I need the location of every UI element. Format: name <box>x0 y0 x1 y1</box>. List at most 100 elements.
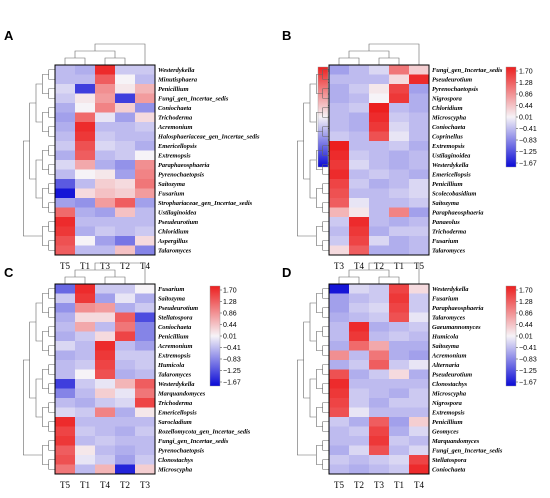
heatmap-cell <box>349 122 370 132</box>
heatmap-cell <box>115 284 136 294</box>
heatmap-cell <box>329 398 350 408</box>
heatmap-cell <box>369 112 390 123</box>
row-label: Extremopsis <box>431 143 465 150</box>
heatmap-cell <box>55 65 76 75</box>
heatmap-cell <box>349 188 370 199</box>
heatmap-cell <box>349 360 370 370</box>
heatmap-cell <box>55 131 76 142</box>
heatmap-cell <box>115 303 136 313</box>
heatmap-cell <box>369 350 390 361</box>
column-dendrogram-branch <box>338 276 360 284</box>
heatmap-cell <box>389 293 410 304</box>
row-dendrogram-branch <box>322 145 329 156</box>
color-scale-bar <box>505 66 517 168</box>
heatmap-cell <box>95 398 116 408</box>
row-dendrogram-branch <box>42 150 49 170</box>
row-dendrogram-branch <box>322 69 329 80</box>
heatmap-cell <box>135 74 156 85</box>
heatmap-cell <box>389 236 410 246</box>
heatmap-cell <box>329 293 350 304</box>
heatmap-cell <box>389 103 410 113</box>
color-scale-label: 0.86 <box>223 310 237 317</box>
heatmap-cell <box>135 331 156 342</box>
heatmap-cell <box>329 455 350 465</box>
heatmap-cell <box>95 150 116 161</box>
row-dendrogram-branch <box>29 102 36 180</box>
heatmap-cell <box>75 293 96 304</box>
heatmap-cell <box>389 245 410 256</box>
heatmap-cell <box>75 407 96 418</box>
heatmap-cell <box>55 350 76 361</box>
heatmap-cell <box>349 436 370 446</box>
row-dendrogram-branch <box>42 407 49 427</box>
row-dendrogram-branch <box>322 240 329 251</box>
heatmap-cell <box>95 312 116 323</box>
heatmap-cell <box>389 74 410 85</box>
row-label: Rozellomycota_gen_Incertae_sedis <box>157 428 251 435</box>
row-dendrogram-branch <box>322 164 329 175</box>
heatmap-cell <box>329 141 350 151</box>
heatmap-panel-D: D Westerdykella Fusarium Paraphaeosphaeria T… <box>282 262 537 490</box>
heatmap-cell <box>115 207 136 218</box>
panel-label: B <box>282 28 291 43</box>
heatmap-cell <box>55 179 76 189</box>
heatmap-cell <box>115 464 136 475</box>
row-label: Clonostachys <box>158 457 194 464</box>
heatmap-cell <box>55 74 76 85</box>
heatmap-cell <box>389 322 410 332</box>
row-label: Penicillium <box>158 86 189 93</box>
heatmap-cell <box>369 303 390 313</box>
heatmap-cell <box>349 112 370 123</box>
heatmap-cell <box>369 369 390 380</box>
row-label: Penicillium <box>432 419 463 426</box>
heatmap-cell <box>75 188 96 199</box>
heatmap-cell <box>349 426 370 437</box>
row-label: Emericellopsis <box>157 143 197 150</box>
heatmap-cell <box>75 379 96 389</box>
row-label: Pyrenochaetopsis <box>158 171 205 178</box>
column-dendrogram-branch <box>94 262 146 284</box>
heatmap-cell <box>389 350 410 361</box>
heatmap-cell <box>115 198 136 208</box>
heatmap-cell <box>55 398 76 408</box>
row-dendrogram-branch <box>303 102 310 180</box>
row-label: Coniochaeta <box>158 324 192 331</box>
row-label: Fusarium <box>432 238 458 245</box>
row-dendrogram-branch <box>48 164 55 175</box>
heatmap-cell <box>135 207 156 218</box>
heatmap-cell <box>55 388 76 399</box>
row-label: Marquandomyces <box>431 438 480 445</box>
heatmap-cell <box>389 112 410 123</box>
row-dendrogram-branch <box>48 88 55 99</box>
heatmap-cell <box>95 303 116 313</box>
heatmap-cell <box>409 74 430 85</box>
heatmap-cell <box>135 360 156 370</box>
color-scale-label: 1.70 <box>519 68 533 75</box>
column-dendrogram-branch <box>104 57 126 65</box>
heatmap-cell <box>369 379 390 389</box>
heatmap-cell <box>75 303 96 313</box>
heatmap-cell <box>409 379 430 389</box>
heatmap-cell <box>389 188 410 199</box>
row-dendrogram-branch <box>303 321 310 399</box>
row-dendrogram-branch <box>23 140 43 237</box>
color-scale-label: 0.01 <box>519 333 533 340</box>
color-scale-label: 1.28 <box>519 80 533 87</box>
row-label: Westerdykella <box>432 162 469 169</box>
heatmap-cell <box>349 464 370 475</box>
heatmap-cell <box>95 103 116 113</box>
heatmap-cell <box>369 207 390 218</box>
heatmap-cell <box>115 103 136 113</box>
row-label: Scolecobasidium <box>432 190 476 197</box>
heatmap-cell <box>349 341 370 351</box>
heatmap-cell <box>369 188 390 199</box>
heatmap-cell <box>409 236 430 246</box>
heatmap-cell <box>135 245 156 256</box>
row-dendrogram-branch <box>48 364 55 375</box>
heatmap-cell <box>329 198 350 208</box>
heatmap-cell <box>329 245 350 256</box>
heatmap-cell <box>55 169 76 180</box>
heatmap-cell <box>349 455 370 465</box>
heatmap-cell <box>95 160 116 170</box>
heatmap-cell <box>95 436 116 446</box>
